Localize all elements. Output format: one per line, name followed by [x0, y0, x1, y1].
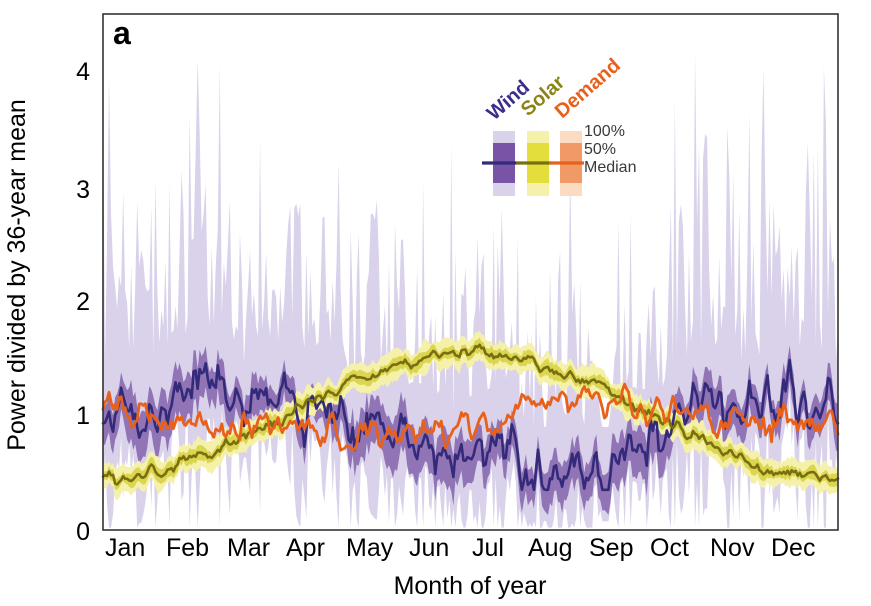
svg-text:Oct: Oct — [650, 534, 689, 562]
svg-text:4: 4 — [76, 58, 90, 86]
svg-text:Month of year: Month of year — [394, 572, 547, 600]
svg-text:Jan: Jan — [105, 534, 145, 562]
svg-text:Jun: Jun — [409, 534, 449, 562]
svg-text:a: a — [113, 15, 131, 51]
svg-text:Nov: Nov — [710, 534, 755, 562]
svg-text:Median: Median — [584, 159, 636, 176]
svg-text:100%: 100% — [584, 123, 625, 140]
svg-text:Power divided by 36-year mean: Power divided by 36-year mean — [3, 99, 31, 451]
svg-text:0: 0 — [76, 518, 90, 546]
svg-text:50%: 50% — [584, 141, 616, 158]
svg-text:Mar: Mar — [227, 534, 270, 562]
svg-text:2: 2 — [76, 288, 90, 316]
svg-text:Dec: Dec — [771, 534, 815, 562]
svg-text:Jul: Jul — [472, 534, 504, 562]
svg-text:Aug: Aug — [528, 534, 572, 562]
svg-text:May: May — [346, 534, 394, 562]
svg-text:Feb: Feb — [166, 534, 209, 562]
svg-text:1: 1 — [76, 402, 90, 430]
svg-text:3: 3 — [76, 176, 90, 204]
svg-text:Sep: Sep — [589, 534, 633, 562]
svg-text:Apr: Apr — [286, 534, 325, 562]
